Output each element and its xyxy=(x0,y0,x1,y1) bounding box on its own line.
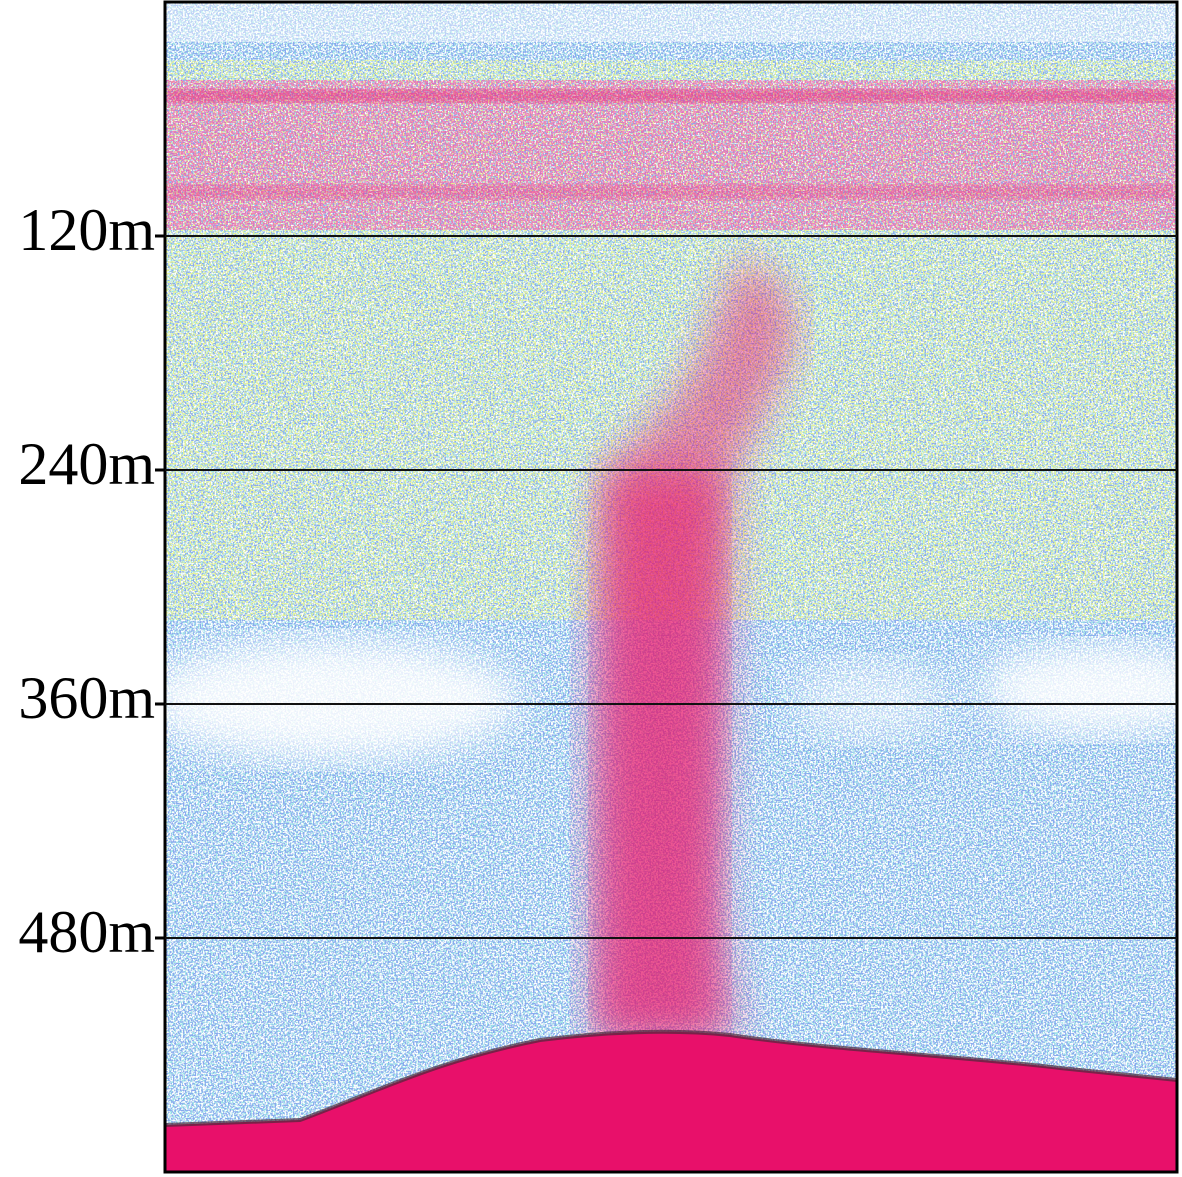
y-tick-label: 240m xyxy=(18,431,155,497)
seabed xyxy=(165,1031,1177,1172)
y-tick-label: 480m xyxy=(18,899,155,965)
y-tick-label: 360m xyxy=(18,665,155,731)
y-tick-label: 120m xyxy=(18,197,155,263)
plot-frame xyxy=(163,0,1179,1174)
echogram-image xyxy=(165,2,1177,1172)
